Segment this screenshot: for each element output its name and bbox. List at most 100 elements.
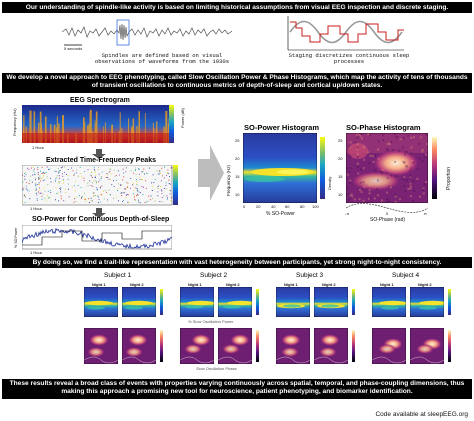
phase-grain xyxy=(409,174,412,177)
so-phase-hist-ytick-25: 25 xyxy=(338,138,343,143)
tf-peak xyxy=(147,200,149,202)
so-power-hist-ylabel: Frequency (Hz) xyxy=(226,164,231,196)
phase-grain xyxy=(380,172,383,175)
tf-peak xyxy=(65,173,67,175)
so-phase-hist-colorbar xyxy=(432,137,437,199)
tf-peak xyxy=(136,189,139,191)
so-phase-hist-cbar-label: Proportion xyxy=(446,166,452,190)
sopower-hour-label: 1 Hour xyxy=(30,250,43,255)
phase-grain xyxy=(350,166,353,169)
tf-peak xyxy=(135,179,138,181)
tf-peak xyxy=(93,166,95,168)
tf-peak xyxy=(136,187,138,189)
tf-peak xyxy=(157,191,159,193)
tf-peak xyxy=(134,169,136,171)
tf-peak xyxy=(73,185,76,187)
code-link[interactable]: Code available at sleepEEG.org xyxy=(375,411,468,418)
tf-peak xyxy=(160,180,162,182)
tf-peak xyxy=(42,180,44,182)
tf-peak xyxy=(41,172,43,175)
tf-peak xyxy=(102,190,105,192)
tf-peak xyxy=(45,171,47,173)
tf-peak xyxy=(77,184,79,186)
tf-peak xyxy=(34,172,36,174)
tf-peak xyxy=(111,173,113,175)
tf-peak xyxy=(29,198,31,200)
tf-peak xyxy=(42,172,44,174)
tf-peak xyxy=(161,197,163,199)
down-arrow-2 xyxy=(92,208,106,218)
tf-peak xyxy=(54,199,57,201)
phase-grain xyxy=(372,155,375,158)
tf-peak xyxy=(108,171,110,173)
phase-grain xyxy=(369,155,372,158)
night-label: Night 2 xyxy=(130,282,144,287)
phase-grain xyxy=(386,177,389,180)
tf-peak xyxy=(60,187,62,189)
phase-grain xyxy=(385,148,388,151)
phase-grain xyxy=(349,141,352,144)
tf-peak xyxy=(132,182,134,184)
phase-grain xyxy=(407,134,410,137)
tf-peak xyxy=(130,177,132,180)
phase-grain xyxy=(389,186,392,189)
tf-peak xyxy=(87,169,89,171)
results-banner: These results reveal a broad class of ev… xyxy=(2,379,472,399)
phase-grain xyxy=(387,162,390,165)
tf-peak xyxy=(137,199,140,201)
tf-peak xyxy=(99,187,101,189)
tf-peak xyxy=(105,177,107,179)
tf-peak xyxy=(48,196,50,198)
spectrogram-burst xyxy=(165,110,168,143)
spectrogram-burst xyxy=(119,112,121,143)
so-phase-histogram xyxy=(346,133,428,203)
tf-peak xyxy=(25,174,27,176)
phase-grain xyxy=(356,146,359,149)
tf-peak xyxy=(65,191,67,193)
tf-peak xyxy=(89,180,91,182)
phase-grain xyxy=(389,167,392,170)
phase-grain xyxy=(356,153,359,156)
phase-grain xyxy=(368,162,371,165)
tf-peak xyxy=(59,187,61,189)
night-label: Night 1 xyxy=(92,282,106,287)
tf-peak xyxy=(58,182,60,184)
tf-peak xyxy=(39,177,41,179)
so-power-xtick: 20 xyxy=(256,204,261,209)
phase-grain xyxy=(425,153,427,156)
tf-peak xyxy=(38,178,40,181)
phase-grain xyxy=(368,184,371,187)
tf-peak xyxy=(47,197,49,199)
tf-peak xyxy=(43,179,45,181)
tf-peak xyxy=(91,182,93,184)
tf-peak xyxy=(161,201,163,203)
tf-peak xyxy=(62,180,64,182)
tf-peak xyxy=(76,196,78,198)
spectrogram-burst xyxy=(23,115,25,143)
tf-peak xyxy=(109,178,112,180)
tf-peak xyxy=(41,195,43,197)
tf-peak xyxy=(28,168,30,170)
tf-peak xyxy=(71,167,73,169)
phase-grain xyxy=(409,185,412,188)
phase-grain xyxy=(347,199,350,201)
tf-peak xyxy=(50,181,52,183)
tf-peak xyxy=(169,193,171,195)
tf-peak xyxy=(150,195,152,197)
spectrogram-burst xyxy=(128,118,130,143)
tf-peak xyxy=(25,171,27,173)
phase-grain xyxy=(362,199,365,202)
tf-peak xyxy=(60,195,62,197)
night-label: Night 2 xyxy=(418,282,432,287)
phase-grain xyxy=(350,193,353,196)
tf-peak xyxy=(134,199,136,201)
tf-peak xyxy=(145,187,147,189)
phase-grain xyxy=(403,161,406,164)
so-power-xtick: 100 xyxy=(312,204,319,209)
phase-grain xyxy=(409,182,412,185)
tf-peak xyxy=(44,197,46,199)
tf-peak xyxy=(125,171,127,173)
tf-peak xyxy=(167,169,169,171)
tf-peak xyxy=(74,190,76,192)
tf-peak xyxy=(56,175,58,177)
